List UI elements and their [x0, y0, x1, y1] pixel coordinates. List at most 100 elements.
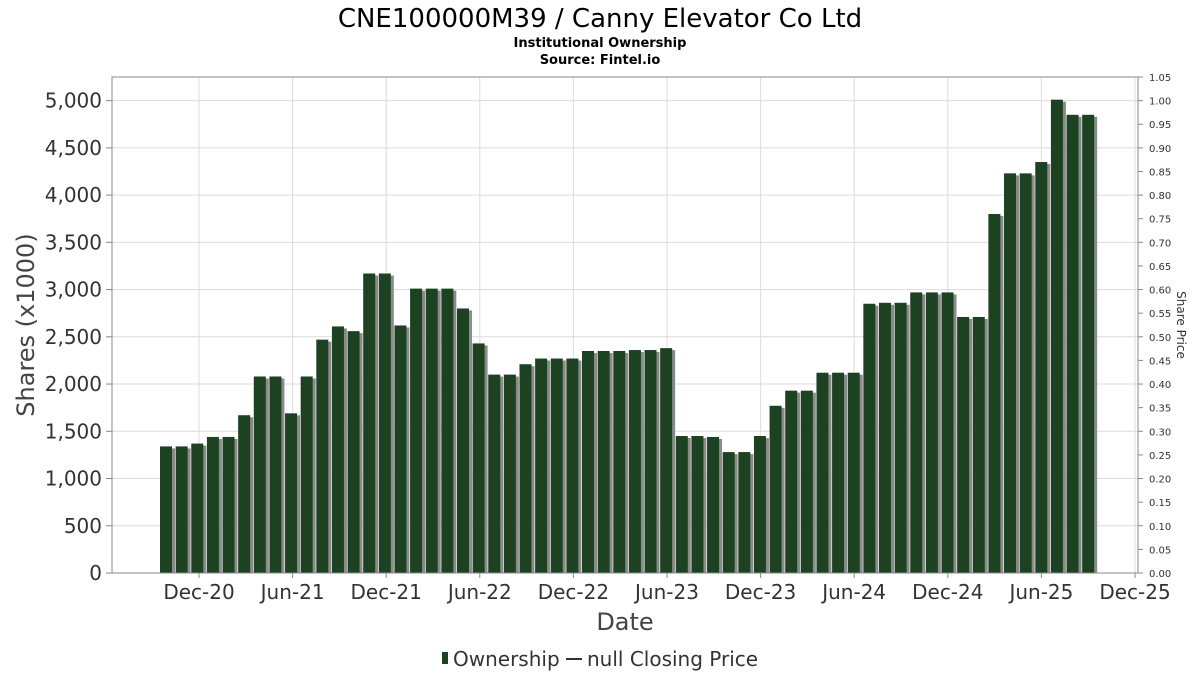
bar [253, 376, 266, 573]
bar [707, 436, 720, 573]
x-tick-label: Dec-22 [538, 580, 609, 604]
bar [566, 358, 579, 573]
y2-tick-label: 0.55 [1149, 309, 1171, 320]
bar-series-ownership [160, 99, 1098, 574]
x-tick-label: Dec-25 [1099, 580, 1170, 604]
bar [394, 325, 407, 573]
bar [644, 350, 657, 573]
bar [503, 374, 516, 573]
x-tick-label: Jun-22 [446, 580, 512, 604]
y2-tick-label: 0.10 [1149, 522, 1171, 533]
bar [410, 288, 423, 573]
bar [1004, 173, 1017, 573]
bar [488, 374, 501, 573]
bar [160, 446, 172, 573]
x-tick-label: Dec-23 [725, 580, 796, 604]
x-tick-label: Jun-24 [820, 580, 886, 604]
bar [1035, 162, 1048, 573]
y2-tick-label: 0.75 [1149, 215, 1171, 226]
bar [535, 358, 548, 573]
bar [785, 390, 798, 573]
bar [1066, 114, 1079, 574]
y-tick-label: 4,000 [45, 183, 102, 207]
y2-tick-label: 0.30 [1149, 427, 1171, 438]
bar [691, 436, 704, 573]
plot-frame [111, 76, 1139, 574]
bar [472, 343, 485, 573]
bar [957, 316, 970, 573]
y-tick-label: 4,500 [45, 136, 102, 160]
bar [925, 292, 938, 573]
y2-tick-label: 0.25 [1149, 451, 1171, 462]
bar [1050, 99, 1063, 573]
y2-tick-label: 1.00 [1149, 97, 1171, 108]
y-tick-label: 5,000 [45, 89, 102, 113]
bar [753, 436, 766, 573]
bar [425, 288, 438, 573]
bar [816, 372, 829, 573]
bar [441, 288, 454, 573]
x-tick-label: Jun-21 [259, 580, 325, 604]
x-axis-ticks: Dec-20 Jun-21 Dec-21 Jun-22 Dec-22 Jun-23 Dec-… [163, 573, 1171, 604]
y2-tick-label: 0.95 [1149, 120, 1171, 131]
x-tick-label: Jun-23 [633, 580, 699, 604]
bar [1019, 173, 1032, 573]
bar [972, 316, 985, 573]
y2-tick-label: 0.90 [1149, 144, 1171, 155]
x-tick-label: Dec-20 [163, 580, 234, 604]
bar [660, 348, 673, 573]
y2-axis-ticks: 0.00 0.05 0.10 0.15 0.20 0.25 0.30 0.35 0.40 0.45… [1138, 73, 1171, 580]
bar [316, 339, 329, 573]
y2-tick-label: 0.15 [1149, 498, 1171, 509]
bar [800, 390, 813, 573]
bar [894, 302, 907, 573]
bar [269, 376, 282, 573]
bar [191, 443, 204, 573]
bar [613, 350, 626, 573]
y-tick-label: 2,500 [45, 325, 102, 349]
y2-axis-label: Share Price [1174, 291, 1188, 359]
legend: Ownership null Closing Price [442, 647, 758, 671]
y-tick-label: 2,000 [45, 372, 102, 396]
y2-tick-label: 0.80 [1149, 191, 1171, 202]
legend-swatch-ownership [442, 652, 448, 664]
bar [722, 452, 735, 573]
x-axis-label: Date [596, 608, 653, 636]
y-tick-label: 1,500 [45, 419, 102, 443]
bar [300, 376, 313, 573]
legend-label-ownership: Ownership [453, 647, 560, 671]
y2-tick-label: 0.65 [1149, 262, 1171, 273]
bar [285, 413, 298, 573]
chart-subtitle: Institutional Ownership [514, 36, 687, 51]
y2-tick-label: 0.60 [1149, 286, 1171, 297]
y2-tick-label: 0.35 [1149, 404, 1171, 415]
y2-tick-label: 0.20 [1149, 475, 1171, 486]
bar [1082, 114, 1095, 574]
bar [675, 436, 688, 573]
bar [878, 302, 891, 573]
y2-tick-label: 0.00 [1149, 569, 1171, 580]
y-axis-ticks: 0 500 1,000 1,500 2,000 2,500 3,000 3,500 4,000 4… [45, 89, 112, 585]
bar [331, 326, 344, 573]
bar [456, 308, 469, 573]
y-tick-label: 0 [89, 561, 102, 585]
bar [550, 358, 563, 573]
y-tick-label: 3,500 [45, 230, 102, 254]
bar [519, 364, 532, 573]
y2-tick-label: 1.05 [1149, 73, 1171, 84]
x-tick-label: Dec-24 [912, 580, 983, 604]
y2-tick-label: 0.50 [1149, 333, 1171, 344]
bar [832, 372, 845, 573]
bar [910, 292, 923, 573]
bar [222, 436, 235, 573]
bar [847, 372, 860, 573]
legend-label-price: null Closing Price [587, 647, 758, 671]
y-tick-label: 1,000 [45, 467, 102, 491]
bar [347, 331, 360, 573]
bar [582, 350, 595, 573]
y2-tick-label: 0.70 [1149, 238, 1171, 249]
x-tick-label: Dec-21 [351, 580, 422, 604]
y-tick-label: 3,000 [45, 278, 102, 302]
bar [206, 436, 219, 573]
